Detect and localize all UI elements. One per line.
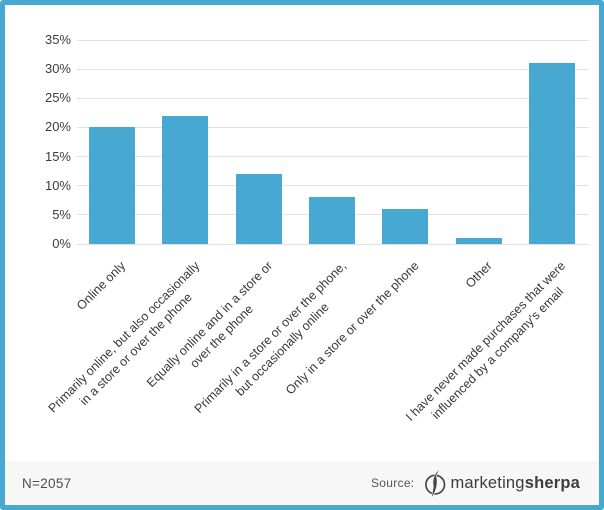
bar-4: [309, 197, 355, 244]
brand-wordmark: marketingsherpa: [450, 474, 580, 493]
gridline: [77, 68, 589, 70]
chart-footer: N=2057 Source: marketingsherpa: [5, 461, 599, 505]
bar-3: [235, 174, 282, 244]
y-axis-tick-label: 10%: [44, 177, 71, 193]
x-axis-label-line: Primarily online, but also occasionally: [45, 258, 202, 416]
brand-bold: sherpa: [524, 473, 580, 492]
y-axis-tick-label: 20%: [44, 119, 71, 135]
plot-area: 35% 30% 25% 20% 15% 10% 5% 0% Online only Primari…: [5, 5, 599, 461]
bar-5: [382, 209, 429, 244]
marketingsherpa-logo: marketingsherpa: [423, 469, 580, 497]
y-axis-tick-label: 25%: [44, 90, 71, 106]
y-axis-tick-label: 30%: [44, 61, 71, 77]
chart-inner: 35% 30% 25% 20% 15% 10% 5% 0% Online only Primari…: [5, 5, 599, 505]
x-axis-category-label: I have never made purchases that were inf…: [403, 258, 582, 437]
x-axis-label-line: I have never made purchases that were: [403, 258, 569, 424]
y-axis-tick-label: 35%: [44, 32, 71, 47]
gridline: [77, 156, 589, 158]
y-axis-tick-label: 5%: [52, 206, 71, 222]
bar-6: [455, 238, 502, 244]
bar-7: [529, 63, 575, 244]
brand-regular: marketing: [450, 473, 525, 492]
gridline: [77, 39, 589, 41]
x-axis-category-label: Online only: [74, 258, 130, 314]
x-axis-category-label: Other: [463, 258, 497, 292]
x-axis-label-line: Other: [463, 258, 496, 291]
x-axis-label-line: Online only: [74, 258, 129, 313]
gridline: [77, 126, 589, 128]
bar-1: [89, 127, 135, 244]
y-axis-tick-label: 0%: [52, 236, 71, 251]
gridline: [77, 185, 589, 187]
gridline: [77, 97, 589, 99]
y-axis-tick-label: 15%: [44, 148, 71, 164]
gridline: [77, 243, 589, 245]
source-attribution: Source: marketingsherpa: [370, 469, 580, 497]
x-axis-label-line: influenced by a company's email: [429, 284, 567, 422]
bar-2: [162, 115, 209, 244]
marketingsherpa-logo-icon: [423, 469, 448, 497]
sample-size: N=2057: [22, 475, 72, 491]
source-label: Source:: [370, 476, 415, 490]
